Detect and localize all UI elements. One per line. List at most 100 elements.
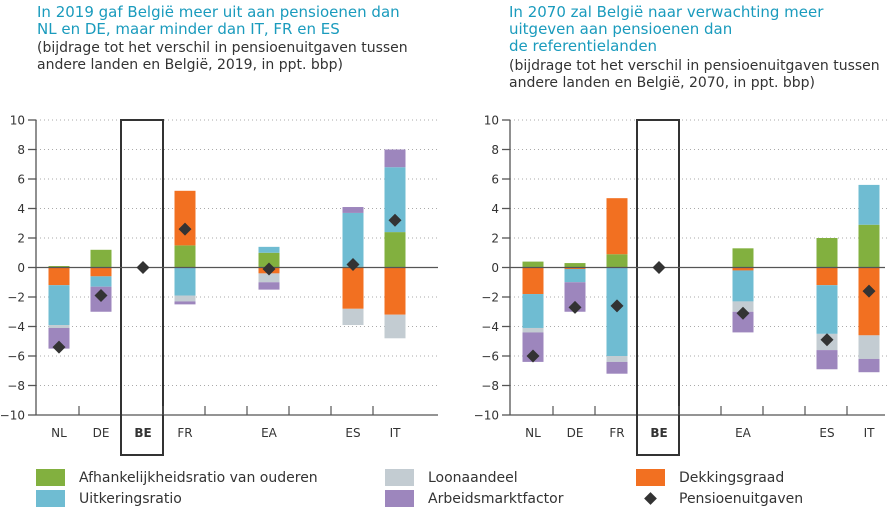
bar-segment-uitkeringsratio (606, 267, 628, 356)
legend-item-loonaandeel: Loonaandeel (385, 469, 518, 486)
x-tick-label: EA (735, 426, 752, 440)
y-tick-label: −8 (481, 379, 499, 393)
chart-1-subtitle-line: andere landen en België, 2019, in ppt. b… (37, 57, 343, 73)
bar-segment-loonaandeel (48, 325, 70, 328)
bar-segment-arbeidsmarktfactor (48, 327, 70, 349)
bar-segment-arbeidsmarktfactor (522, 332, 544, 362)
bar-segment-loonaandeel (174, 295, 196, 302)
chart-2-subtitle-line: (bijdrage tot het verschil in pensioenui… (509, 58, 880, 74)
bar-segment-loonaandeel (732, 301, 754, 312)
y-tick-label: 8 (17, 143, 25, 157)
legend-label: Loonaandeel (428, 469, 518, 486)
bar-segment-arbeidsmarktfactor (258, 282, 280, 290)
bar-segment-uitkeringsratio (816, 285, 838, 334)
bar-segment-uitkeringsratio (258, 246, 280, 253)
bar-segment-dekkingsgraad (384, 267, 406, 315)
bar-segment-uitkeringsratio (522, 294, 544, 328)
chart-2-subtitle-line: andere landen en België, 2070, in ppt. b… (509, 75, 815, 91)
chart-1-subtitle-line: (bijdrage tot het verschil in pensioenui… (37, 40, 408, 56)
legend-swatch-grey (385, 469, 414, 486)
y-tick-label: 4 (17, 202, 25, 216)
pensioenuitgaven-marker (610, 299, 624, 313)
x-tick-label: DE (93, 426, 110, 440)
x-tick-label: IT (390, 426, 402, 440)
bar-segment-dekkingsgraad (90, 267, 112, 277)
x-tick-label: FR (177, 426, 192, 440)
bar-segment-arbeidsmarktfactor (816, 350, 838, 370)
chart-2-title-line: uitgeven aan pensioenen dan (509, 20, 733, 38)
bar-segment-uitkeringsratio (732, 270, 754, 302)
bar-segment-dekkingsgraad (816, 267, 838, 286)
y-tick-label: 0 (491, 261, 499, 275)
bar-segment-arbeidsmarktfactor (342, 207, 364, 213)
legend-item-dekkingsgraad: Dekkingsgraad (636, 469, 784, 486)
chart-2-title-line: In 2070 zal België naar verwachting meer (509, 3, 824, 21)
bar-segment-arbeidsmarktfactor (90, 286, 112, 312)
y-tick-label: −6 (481, 350, 499, 364)
bar-segment-afhankelijkheidsratio (258, 252, 280, 268)
x-tick-label: BE (134, 426, 151, 440)
highlight-box-BE (120, 119, 164, 456)
bar-segment-arbeidsmarktfactor (732, 311, 754, 333)
bar-segment-loonaandeel (342, 308, 364, 326)
x-tick-label: NL (51, 426, 67, 440)
pensioenuitgaven-marker (862, 284, 876, 298)
y-tick-label: −10 (474, 409, 499, 423)
bar-segment-dekkingsgraad (48, 267, 70, 286)
bar-segment-uitkeringsratio (384, 167, 406, 233)
chart-1-title-line: In 2019 gaf België meer uit aan pensioen… (37, 3, 400, 21)
bar-segment-arbeidsmarktfactor (606, 361, 628, 374)
chart-1-subtitle: (bijdrage tot het verschil in pensioenui… (37, 40, 437, 74)
pensioenuitgaven-marker (820, 333, 834, 347)
bar-segment-dekkingsgraad (522, 267, 544, 295)
legend-swatch-purple (385, 490, 414, 507)
y-tick-label: 2 (491, 232, 499, 246)
bar-segment-afhankelijkheidsratio (564, 263, 586, 268)
bar-segment-dekkingsgraad (174, 190, 196, 246)
y-tick-label: −4 (7, 320, 25, 334)
x-tick-label: ES (345, 426, 360, 440)
bar-segment-dekkingsgraad (564, 267, 586, 269)
legend-swatch-orange (636, 469, 665, 486)
pensioenuitgaven-marker (736, 306, 750, 320)
y-tick-label: −2 (7, 291, 25, 305)
bar-segment-dekkingsgraad (732, 267, 754, 271)
legend-swatch-blue (36, 490, 65, 507)
chart-2-title: In 2070 zal België naar verwachting meer… (509, 4, 887, 55)
x-tick-label: DE (567, 426, 584, 440)
bar-segment-afhankelijkheidsratio (606, 254, 628, 268)
pensioenuitgaven-marker (52, 340, 66, 354)
bar-segment-loonaandeel (258, 273, 280, 283)
bar-segment-uitkeringsratio (564, 268, 586, 283)
x-tick-label: NL (525, 426, 541, 440)
bar-segment-uitkeringsratio (48, 285, 70, 326)
y-tick-label: 4 (491, 202, 499, 216)
bar-segment-uitkeringsratio (858, 184, 880, 225)
chart-2-title-line: de referentielanden (509, 37, 658, 55)
x-tick-label: BE (650, 426, 667, 440)
bar-segment-afhankelijkheidsratio (48, 266, 70, 268)
pensioenuitgaven-marker (136, 261, 150, 274)
bar-segment-afhankelijkheidsratio (90, 249, 112, 268)
pensioenuitgaven-marker (388, 213, 402, 227)
x-tick-label: IT (864, 426, 876, 440)
y-tick-label: −10 (0, 409, 25, 423)
legend-label: Dekkingsgraad (679, 469, 785, 486)
bar-segment-afhankelijkheidsratio (384, 232, 406, 268)
bar-segment-arbeidsmarktfactor (564, 282, 586, 312)
legend-label: Arbeidsmarktfactor (428, 490, 564, 507)
bar-segment-afhankelijkheidsratio (342, 266, 364, 268)
pensioenuitgaven-marker (346, 258, 360, 272)
bar-segment-uitkeringsratio (342, 212, 364, 267)
legend-label: Afhankelijkheidsratio van ouderen (79, 469, 318, 486)
x-tick-label: EA (261, 426, 278, 440)
y-tick-label: −6 (7, 350, 25, 364)
y-tick-label: 0 (17, 261, 25, 275)
chart-2-subtitle: (bijdrage tot het verschil in pensioenui… (509, 58, 887, 92)
y-tick-label: 8 (491, 143, 499, 157)
bar-segment-afhankelijkheidsratio (522, 261, 544, 268)
chart-1-title: In 2019 gaf België meer uit aan pensioen… (37, 4, 437, 38)
legend-item-arbeidsmarktfactor: Arbeidsmarktfactor (385, 490, 564, 507)
highlight-box-BE (636, 119, 680, 456)
chart-2: 10 8 6 4 2 0 −2 −4 −6 −8 −10 NL DE FR BE EA ES IT (474, 114, 887, 456)
